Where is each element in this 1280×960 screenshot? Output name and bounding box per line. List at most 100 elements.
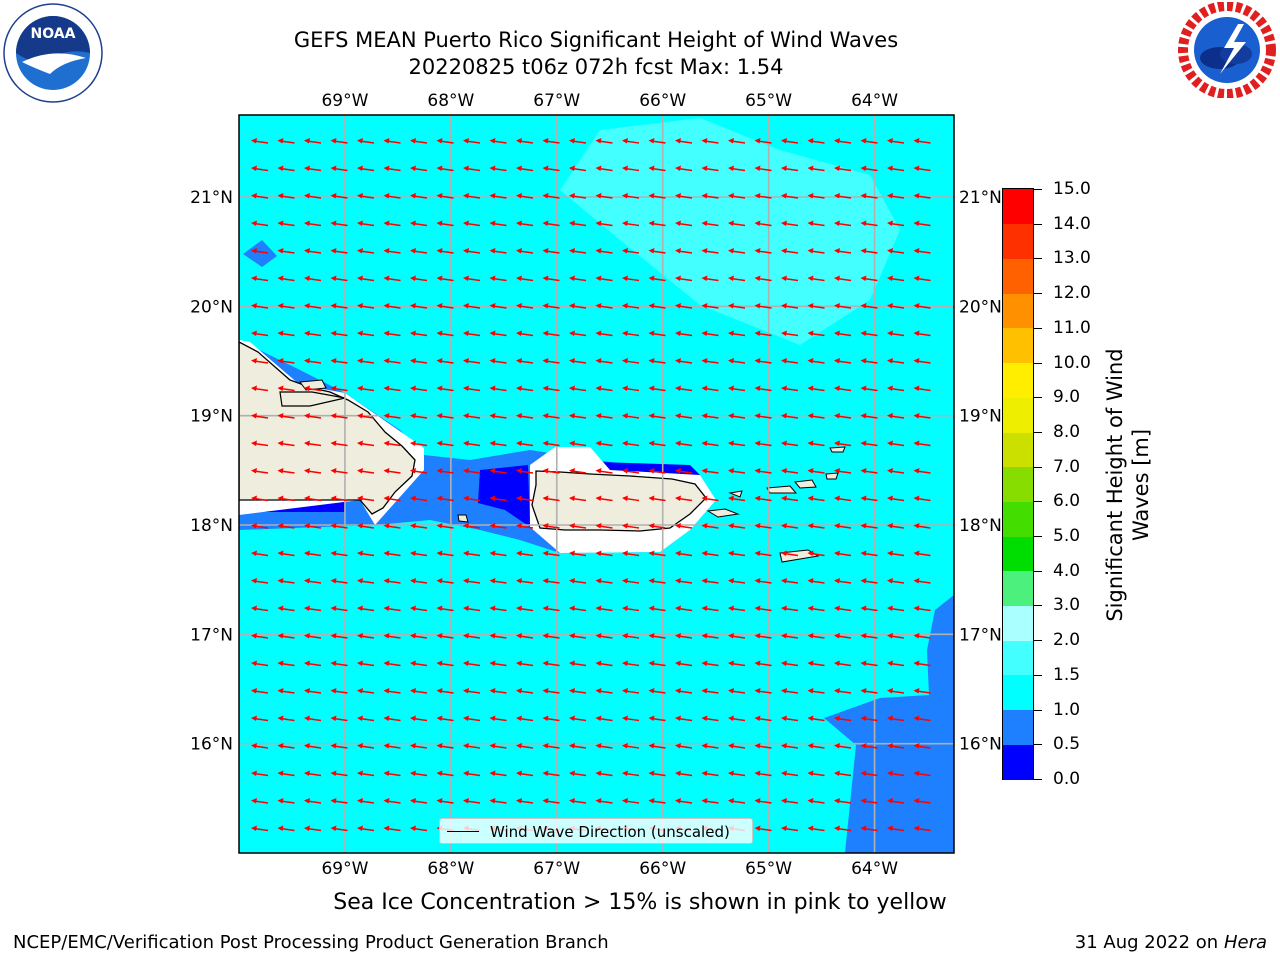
wave-direction-arrow (357, 413, 375, 419)
wave-direction-arrow (489, 220, 507, 227)
wave-direction-arrow (913, 715, 931, 722)
wave-direction-arrow (463, 440, 481, 447)
wave-direction-arrow (330, 825, 348, 832)
wave-direction-arrow (754, 468, 772, 474)
wave-direction-arrow (516, 798, 534, 804)
wave-direction-arrow (304, 743, 322, 749)
wave-direction-arrow (701, 660, 719, 667)
wave-direction-arrow (595, 413, 613, 419)
colorbar-segment (1003, 431, 1033, 468)
lat-label-right: 21°N (959, 188, 1002, 208)
wave-direction-arrow (489, 413, 507, 419)
wave-direction-arrow (516, 715, 534, 722)
wave-direction-arrow (383, 165, 401, 172)
wave-direction-arrow (781, 605, 799, 612)
wave-direction-arrow (728, 550, 746, 557)
colorbar-tick-label: 4.0 (1053, 560, 1081, 581)
wave-direction-arrow (701, 770, 719, 777)
wave-direction-arrow (357, 633, 375, 639)
wave-direction-arrow (675, 193, 693, 199)
wave-direction-arrow (728, 330, 746, 337)
wave-direction-arrow (436, 440, 454, 447)
wave-direction-arrow (595, 303, 613, 309)
wave-direction-arrow (330, 138, 348, 144)
wave-direction-arrow (542, 578, 560, 584)
wave-direction-arrow (304, 220, 322, 227)
wave-direction-arrow (781, 688, 799, 694)
wave-direction-arrow (595, 275, 613, 282)
wave-direction-arrow (542, 770, 560, 777)
lon-label-top: 65°W (745, 91, 792, 111)
wave-direction-arrow (357, 825, 375, 832)
wave-direction-arrow (357, 605, 375, 612)
map-frame (238, 114, 955, 854)
wave-direction-arrow (834, 578, 852, 584)
wave-direction-arrow (648, 743, 666, 749)
wave-direction-arrow (383, 660, 401, 667)
wave-direction-arrow (463, 688, 481, 694)
wave-direction-arrow (304, 633, 322, 639)
wave-direction-arrow (860, 770, 878, 777)
wave-direction-arrow (569, 550, 587, 557)
wave-direction-arrow (277, 440, 295, 447)
wave-direction-arrow (622, 633, 640, 639)
wave-direction-arrow (569, 798, 587, 804)
wave-direction-arrow (436, 605, 454, 612)
wave-direction-arrow (330, 385, 348, 392)
wave-direction-arrow (489, 385, 507, 392)
wave-direction-arrow (807, 605, 825, 612)
legend-label: Wind Wave Direction (unscaled) (490, 823, 730, 841)
wave-direction-arrow (595, 193, 613, 199)
wave-direction-arrow (675, 275, 693, 282)
wave-direction-arrow (489, 248, 507, 254)
wave-direction-arrow (277, 220, 295, 227)
wave-direction-arrow (357, 303, 375, 309)
lon-label-top: 67°W (533, 91, 580, 111)
wave-direction-arrow (516, 138, 534, 144)
wave-direction-arrow (251, 770, 269, 777)
graticule (239, 115, 954, 853)
wave-direction-arrow (383, 578, 401, 584)
wave-direction-arrow (595, 523, 613, 529)
wave-direction-arrow (887, 358, 905, 364)
wave-direction-arrow (701, 220, 719, 227)
wave-direction-arrow (489, 633, 507, 639)
wave-direction-arrow (913, 440, 931, 447)
wave-direction-arrow (516, 220, 534, 227)
wave-direction-arrow (489, 770, 507, 777)
wave-direction-arrow (436, 220, 454, 227)
wave-direction-arrow (383, 358, 401, 364)
wave-direction-arrow (277, 413, 295, 419)
wave-direction-arrow (383, 770, 401, 777)
wave-direction-arrow (410, 743, 428, 749)
wave-direction-arrow (754, 330, 772, 337)
wave-direction-arrow (675, 523, 693, 529)
wave-direction-arrow (383, 605, 401, 612)
wave-direction-arrow (330, 715, 348, 722)
wave-direction-arrow (728, 688, 746, 694)
wave-direction-arrow (569, 385, 587, 392)
wave-direction-arrow (277, 523, 295, 529)
wave-direction-arrow (648, 165, 666, 172)
wave-direction-arrow (648, 798, 666, 804)
wave-direction-arrow (648, 385, 666, 392)
wave-direction-arrow (542, 660, 560, 667)
footer-date-text: 31 Aug 2022 on (1074, 932, 1219, 953)
wave-direction-arrow (516, 165, 534, 172)
wave-direction-arrow (410, 578, 428, 584)
wave-direction-arrow (410, 660, 428, 667)
wave-direction-arrow (489, 358, 507, 364)
wave-direction-arrow (622, 660, 640, 667)
wave-direction-arrow (754, 385, 772, 392)
virgin-island-tortola (794, 479, 817, 489)
svg-text:NOAA: NOAA (31, 26, 76, 42)
wave-direction-arrow (701, 440, 719, 447)
wave-direction-arrow (834, 468, 852, 474)
wave-direction-arrow (701, 330, 719, 337)
wave-direction-arrow (595, 688, 613, 694)
wave-direction-arrow (330, 605, 348, 612)
colorbar-tick (1034, 744, 1042, 746)
wave-direction-arrow (622, 743, 640, 749)
wave-direction-arrow (860, 440, 878, 447)
